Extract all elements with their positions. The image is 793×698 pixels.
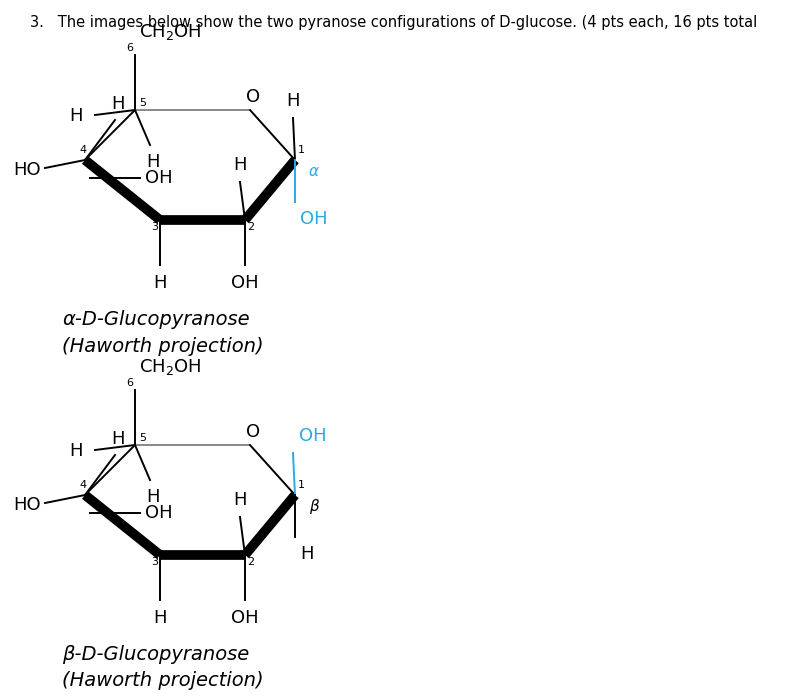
Text: 2: 2: [247, 557, 254, 567]
Text: HO: HO: [13, 496, 41, 514]
Text: α: α: [309, 165, 319, 179]
Text: H: H: [233, 156, 247, 174]
Text: CH$_2$OH: CH$_2$OH: [139, 357, 201, 377]
Text: H: H: [153, 274, 167, 292]
Text: H: H: [233, 491, 247, 509]
Text: CH$_2$OH: CH$_2$OH: [139, 22, 201, 42]
Text: OH: OH: [145, 169, 173, 187]
Text: α-D-Glucopyranose
(Haworth projection): α-D-Glucopyranose (Haworth projection): [62, 310, 263, 355]
Text: OH: OH: [232, 609, 259, 627]
Text: OH: OH: [232, 274, 259, 292]
Text: O: O: [246, 88, 260, 106]
Text: O: O: [246, 423, 260, 441]
Text: 3: 3: [151, 557, 158, 567]
Text: 4: 4: [80, 145, 87, 155]
Text: H: H: [146, 153, 159, 171]
Text: 6: 6: [126, 43, 133, 53]
Text: 5: 5: [139, 433, 146, 443]
Text: 5: 5: [139, 98, 146, 108]
Text: H: H: [70, 107, 83, 125]
Text: H: H: [70, 442, 83, 460]
Text: 3.   The images below show the two pyranose configurations of D-glucose. (4 pts : 3. The images below show the two pyranos…: [30, 15, 757, 30]
Text: OH: OH: [145, 504, 173, 522]
Text: H: H: [153, 609, 167, 627]
Text: 4: 4: [80, 480, 87, 490]
Text: H: H: [146, 488, 159, 506]
Text: H: H: [286, 92, 300, 110]
Text: HO: HO: [13, 161, 41, 179]
Text: β: β: [309, 500, 319, 514]
Text: H: H: [111, 430, 125, 448]
Text: OH: OH: [300, 210, 328, 228]
Text: H: H: [300, 545, 313, 563]
Text: 1: 1: [298, 145, 305, 155]
Text: β-D-Glucopyranose
(Haworth projection): β-D-Glucopyranose (Haworth projection): [62, 645, 263, 690]
Text: 6: 6: [126, 378, 133, 388]
Text: 2: 2: [247, 222, 254, 232]
Text: H: H: [111, 95, 125, 113]
Text: 3: 3: [151, 222, 158, 232]
Text: OH: OH: [299, 427, 327, 445]
Text: 1: 1: [298, 480, 305, 490]
